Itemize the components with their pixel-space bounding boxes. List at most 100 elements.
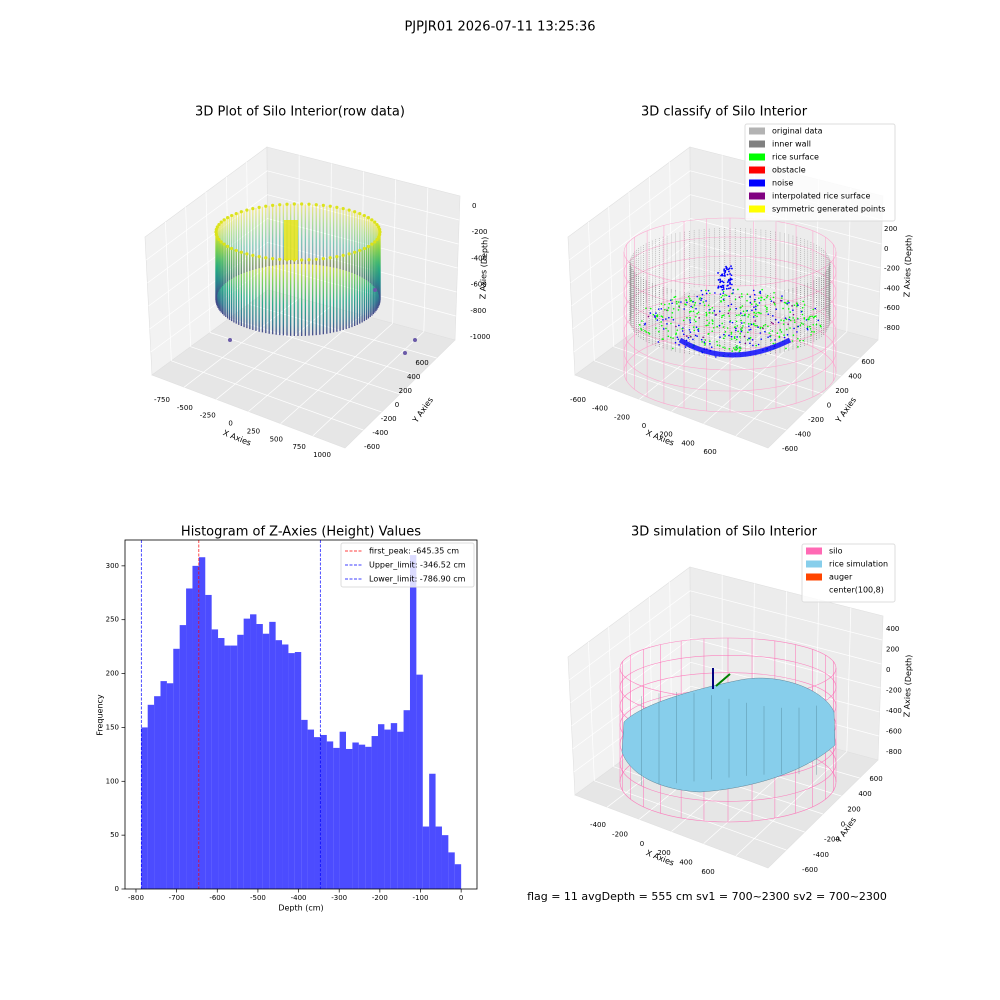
point <box>690 305 692 308</box>
point <box>756 304 759 307</box>
point <box>700 297 703 300</box>
point <box>660 321 662 323</box>
point-cluster <box>284 220 298 260</box>
point <box>711 312 714 314</box>
point <box>735 320 738 323</box>
point <box>705 300 707 302</box>
point <box>749 328 752 331</box>
point <box>335 205 339 209</box>
point <box>739 349 741 352</box>
point <box>723 270 725 272</box>
point <box>788 318 790 321</box>
point <box>709 343 711 345</box>
point <box>684 303 686 306</box>
point <box>802 339 805 342</box>
point <box>750 323 753 326</box>
point <box>750 303 753 305</box>
point <box>641 320 643 322</box>
point <box>664 308 666 311</box>
point <box>685 335 688 337</box>
point <box>738 346 741 349</box>
point <box>353 210 357 214</box>
point <box>648 332 651 335</box>
point <box>772 342 775 345</box>
point <box>264 256 268 260</box>
y-tick-label: -200 <box>824 836 840 844</box>
legend-label: rice surface <box>772 153 819 162</box>
point <box>687 336 690 339</box>
point <box>717 286 720 289</box>
pane-grid <box>671 303 860 359</box>
point <box>725 267 728 270</box>
auger <box>715 673 731 687</box>
point <box>677 301 680 303</box>
point <box>786 303 788 306</box>
point <box>792 317 794 319</box>
point <box>732 289 734 291</box>
point <box>715 356 717 358</box>
point <box>766 308 768 311</box>
point <box>793 321 796 324</box>
point <box>747 316 749 318</box>
point <box>729 321 731 323</box>
point <box>660 324 663 327</box>
bar <box>371 736 378 889</box>
point <box>671 298 673 301</box>
point <box>746 293 749 295</box>
z-axis-label: Z Axies (Depth) <box>902 235 913 298</box>
legend-label: auger <box>829 573 853 582</box>
point <box>801 313 804 316</box>
point <box>234 211 238 216</box>
point <box>736 325 739 327</box>
x-tick-label: -500 <box>250 894 266 902</box>
bar <box>307 729 315 889</box>
point <box>722 290 725 293</box>
z-tick-label: -600 <box>471 281 487 289</box>
point <box>760 299 762 302</box>
point <box>378 230 382 234</box>
point <box>656 315 659 318</box>
point <box>692 310 695 313</box>
point <box>767 325 769 328</box>
point <box>696 335 698 337</box>
point <box>811 330 813 333</box>
point <box>727 287 730 290</box>
point <box>712 326 715 329</box>
y-tick-label: 600 <box>415 359 428 367</box>
point <box>759 327 762 330</box>
point <box>735 307 738 310</box>
point <box>774 304 776 306</box>
point <box>747 322 750 325</box>
point <box>697 328 699 331</box>
bar <box>352 742 359 889</box>
point <box>748 337 750 340</box>
point <box>814 307 817 310</box>
point <box>797 304 799 306</box>
z-tick-label: -800 <box>470 307 486 315</box>
point <box>772 296 775 299</box>
point <box>725 265 727 268</box>
point <box>735 314 738 317</box>
point <box>660 303 663 305</box>
point <box>722 274 724 277</box>
point <box>730 331 733 334</box>
x-tick-label: 600 <box>703 448 716 456</box>
bar <box>390 723 398 889</box>
bar <box>192 565 199 889</box>
point <box>721 316 723 319</box>
point <box>784 302 787 304</box>
point <box>730 333 733 335</box>
point <box>717 285 720 288</box>
point <box>808 317 810 319</box>
point <box>779 299 782 302</box>
point <box>654 316 657 318</box>
bar <box>435 826 442 889</box>
z-tick-label: -600 <box>884 304 900 312</box>
point <box>377 235 381 239</box>
point <box>727 304 730 307</box>
point <box>675 300 678 303</box>
bar <box>314 737 321 889</box>
y-tick-label: -600 <box>802 866 818 874</box>
point <box>740 322 743 324</box>
point <box>721 273 724 276</box>
